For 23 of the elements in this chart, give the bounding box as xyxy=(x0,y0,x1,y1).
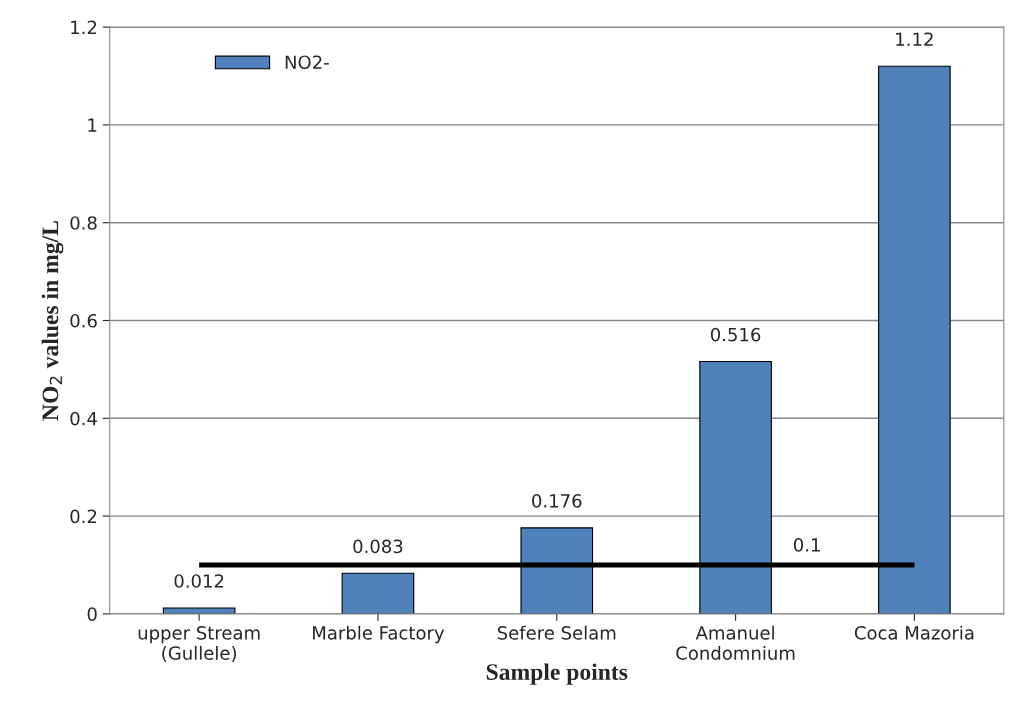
bar xyxy=(162,607,236,614)
x-tick-label: Marble Factory xyxy=(313,625,445,644)
x-tick-label: upper Stream (Gullele) xyxy=(138,626,260,663)
x-tick-label: Sefere Selam xyxy=(497,625,616,640)
y-tick-label: 1 xyxy=(88,118,97,132)
data-label: 0.083 xyxy=(353,539,403,554)
y-tick-label: 0 xyxy=(87,607,97,622)
ref-line-label: 0.1 xyxy=(793,538,820,552)
x-tick-label: Amanuel Condomnium xyxy=(676,625,795,660)
bar xyxy=(341,572,415,614)
data-label: 0.516 xyxy=(710,327,761,342)
data-label: 0.012 xyxy=(174,574,224,588)
y-tick-label: 0.8 xyxy=(70,216,97,230)
data-label: 1.12 xyxy=(896,32,933,46)
y-tick-label: 0.2 xyxy=(70,509,97,524)
y-axis-title: NO$_{2}$ values in mg/L xyxy=(41,221,64,421)
data-label: 0.176 xyxy=(532,494,582,508)
legend-label: NO2- xyxy=(285,55,329,70)
x-tick-label: Coca Mazoria xyxy=(854,625,974,640)
x-axis-title: Sample points xyxy=(486,663,628,685)
y-tick-label: 1.2 xyxy=(71,20,97,34)
y-tick-label: 0.6 xyxy=(70,313,97,328)
y-tick-label: 0.4 xyxy=(70,411,97,426)
